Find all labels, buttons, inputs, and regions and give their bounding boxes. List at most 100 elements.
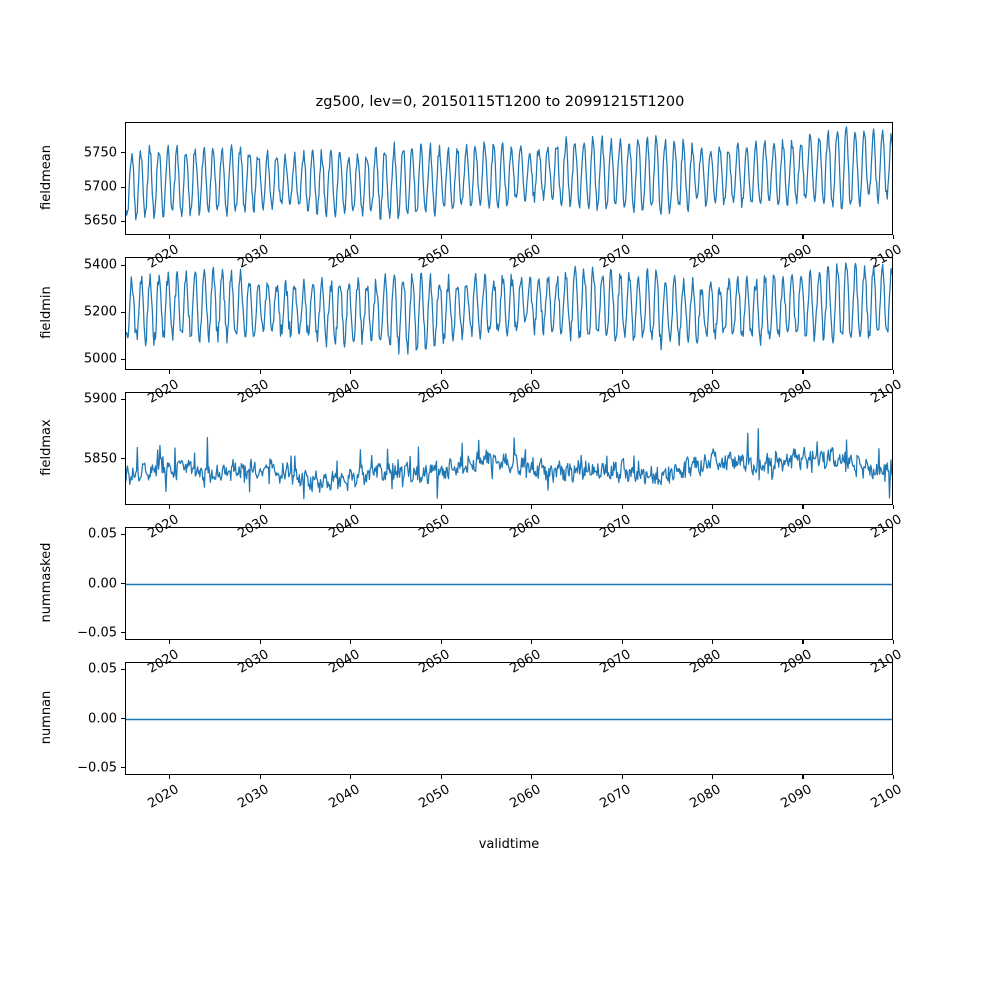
- x-tick-label-numnan-6: 2080: [687, 782, 724, 812]
- y-tick-label-fieldmax-0: 5850: [83, 451, 117, 467]
- x-tick-mark-nummasked-4: [531, 640, 533, 645]
- y-tick-label-fieldmax-1: 5900: [83, 391, 117, 407]
- y-tick-mark-nummasked-0: [120, 632, 125, 634]
- figure-title: zg500, lev=0, 20150115T1200 to 20991215T…: [315, 94, 685, 110]
- x-tick-mark-fieldmean-8: [892, 235, 894, 240]
- y-tick-mark-fieldmean-0: [120, 220, 125, 222]
- x-tick-mark-fieldmin-2: [350, 370, 352, 375]
- x-tick-mark-fieldmin-5: [621, 370, 623, 375]
- line-fieldmean: [126, 126, 892, 221]
- x-tick-mark-nummasked-2: [350, 640, 352, 645]
- panel-fieldmean: [125, 122, 893, 235]
- x-tick-mark-nummasked-0: [169, 640, 171, 645]
- series-numnan: [126, 718, 892, 721]
- y-axis-label-fieldmax: fieldmax: [38, 418, 54, 476]
- x-tick-mark-fieldmean-3: [440, 235, 442, 240]
- x-tick-mark-fieldmean-4: [531, 235, 533, 240]
- y-tick-label-fieldmin-0: 5000: [83, 351, 117, 367]
- x-tick-label-numnan-7: 2090: [778, 782, 815, 812]
- plot-area-fieldmean: [125, 122, 893, 235]
- y-tick-label-fieldmean-2: 5750: [83, 145, 117, 161]
- y-tick-label-numnan-2: 0.05: [88, 661, 117, 677]
- panel-fieldmin: [125, 257, 893, 370]
- x-tick-mark-nummasked-5: [621, 640, 623, 645]
- y-tick-mark-fieldmin-2: [120, 264, 125, 266]
- x-tick-mark-numnan-1: [259, 775, 261, 780]
- x-tick-mark-numnan-5: [621, 775, 623, 780]
- x-tick-mark-fieldmin-1: [259, 370, 261, 375]
- x-tick-mark-fieldmax-2: [350, 505, 352, 510]
- y-tick-mark-numnan-1: [120, 718, 125, 720]
- x-tick-mark-fieldmin-4: [531, 370, 533, 375]
- y-tick-label-nummasked-0: −0.05: [77, 625, 117, 641]
- panel-numnan: [125, 662, 893, 775]
- series-nummasked: [126, 583, 892, 586]
- x-tick-mark-fieldmax-7: [802, 505, 804, 510]
- y-tick-label-numnan-0: −0.05: [77, 760, 117, 776]
- x-tick-label-numnan-8: 2100: [868, 782, 905, 812]
- x-tick-mark-fieldmin-7: [802, 370, 804, 375]
- x-tick-mark-numnan-2: [350, 775, 352, 780]
- x-tick-mark-nummasked-6: [711, 640, 714, 645]
- x-tick-label-numnan-4: 2060: [506, 782, 544, 812]
- x-tick-mark-fieldmin-6: [711, 370, 714, 375]
- x-tick-mark-numnan-7: [802, 775, 804, 780]
- x-tick-mark-fieldmean-6: [711, 235, 714, 240]
- x-tick-mark-nummasked-8: [892, 640, 894, 645]
- plot-area-nummasked: [125, 527, 893, 640]
- x-tick-label-numnan-5: 2070: [597, 782, 634, 812]
- x-tick-mark-fieldmean-2: [350, 235, 352, 240]
- x-tick-mark-fieldmax-0: [169, 505, 171, 510]
- y-axis-label-fieldmin: fieldmin: [38, 285, 54, 339]
- y-tick-label-fieldmean-0: 5650: [83, 213, 117, 229]
- x-axis-label: validtime: [478, 837, 540, 852]
- x-tick-mark-numnan-0: [169, 775, 171, 780]
- x-tick-mark-fieldmax-5: [621, 505, 623, 510]
- x-tick-mark-fieldmin-3: [440, 370, 442, 375]
- x-tick-label-numnan-1: 2030: [235, 782, 272, 812]
- x-tick-mark-nummasked-1: [259, 640, 261, 645]
- x-tick-label-numnan-0: 2020: [145, 782, 182, 812]
- x-tick-mark-fieldmin-0: [169, 370, 171, 375]
- x-tick-mark-fieldmean-1: [259, 235, 261, 240]
- line-fieldmax: [126, 428, 892, 500]
- y-axis-label-fieldmean: fieldmean: [38, 144, 54, 210]
- plot-area-numnan: [125, 662, 893, 775]
- y-tick-mark-fieldmean-1: [120, 186, 125, 188]
- x-tick-mark-fieldmax-6: [711, 505, 714, 510]
- y-tick-mark-numnan-2: [120, 668, 125, 670]
- y-tick-mark-fieldmean-2: [120, 152, 125, 154]
- plot-area-fieldmin: [125, 257, 893, 370]
- x-tick-mark-numnan-8: [892, 775, 894, 780]
- y-tick-mark-fieldmin-1: [120, 311, 125, 313]
- x-tick-label-numnan-2: 2040: [326, 782, 363, 812]
- series-fieldmean: [126, 126, 892, 221]
- x-tick-mark-numnan-3: [440, 775, 442, 780]
- y-tick-label-nummasked-2: 0.05: [88, 526, 117, 542]
- line-fieldmin: [126, 262, 892, 355]
- series-fieldmax: [126, 428, 892, 500]
- y-tick-label-nummasked-1: 0.00: [88, 576, 117, 591]
- panel-nummasked: [125, 527, 893, 640]
- x-tick-mark-fieldmean-5: [621, 235, 623, 240]
- y-tick-mark-numnan-0: [120, 767, 125, 769]
- panel-fieldmax: [125, 392, 893, 505]
- y-tick-mark-fieldmax-1: [120, 398, 125, 400]
- y-axis-label-nummasked: nummasked: [38, 542, 54, 622]
- x-tick-mark-fieldmin-8: [892, 370, 894, 375]
- y-tick-mark-fieldmin-0: [120, 358, 125, 360]
- x-tick-mark-nummasked-7: [802, 640, 804, 645]
- y-tick-mark-nummasked-1: [120, 583, 125, 585]
- x-tick-mark-fieldmax-3: [440, 505, 442, 510]
- series-fieldmin: [126, 262, 892, 355]
- x-tick-mark-fieldmax-1: [259, 505, 261, 510]
- x-tick-mark-fieldmax-8: [892, 505, 894, 510]
- y-tick-label-fieldmin-1: 5200: [83, 304, 117, 320]
- x-tick-mark-numnan-6: [711, 775, 714, 780]
- x-tick-mark-fieldmean-7: [802, 235, 804, 240]
- y-axis-label-numnan: numnan: [38, 690, 54, 744]
- y-tick-mark-nummasked-2: [120, 533, 125, 535]
- y-tick-label-numnan-1: 0.00: [88, 711, 117, 726]
- y-tick-label-fieldmin-2: 5400: [83, 257, 117, 273]
